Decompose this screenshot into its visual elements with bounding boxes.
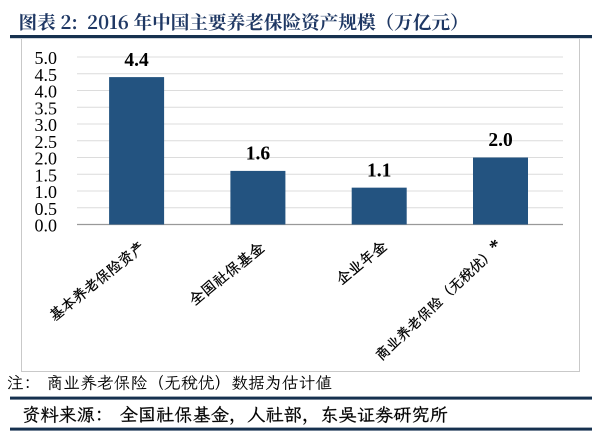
svg-text:5.0: 5.0 (35, 48, 58, 68)
svg-text:1.1: 1.1 (367, 160, 391, 181)
svg-text:4.0: 4.0 (35, 82, 58, 102)
svg-text:1.6: 1.6 (246, 144, 271, 165)
svg-text:3.5: 3.5 (35, 98, 58, 118)
svg-text:0.5: 0.5 (35, 199, 58, 219)
svg-text:1.0: 1.0 (35, 182, 58, 202)
svg-text:4.5: 4.5 (35, 65, 58, 85)
svg-text:2.5: 2.5 (35, 132, 58, 152)
svg-text:4.4: 4.4 (124, 50, 149, 71)
svg-text:0.0: 0.0 (35, 216, 58, 236)
svg-text:1.5: 1.5 (35, 165, 58, 185)
svg-text:2.0: 2.0 (35, 149, 58, 169)
svg-text:2.0: 2.0 (488, 130, 512, 151)
svg-text:3.0: 3.0 (35, 115, 58, 135)
